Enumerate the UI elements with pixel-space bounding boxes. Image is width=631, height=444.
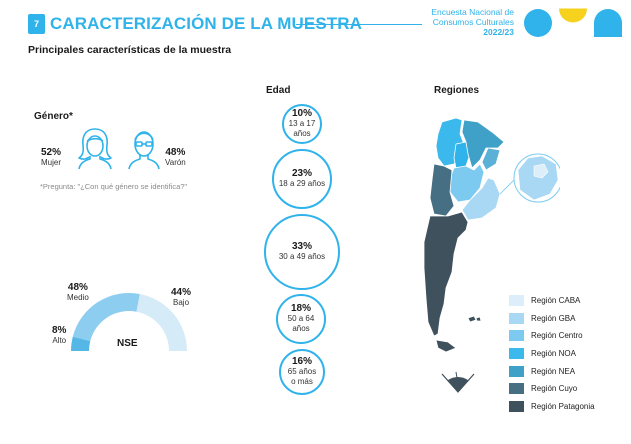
edad-pct: 18% <box>290 303 311 314</box>
genero-varon: 48% Varón <box>165 148 186 168</box>
map-region-cuyo <box>429 163 455 217</box>
legend-swatch <box>509 400 524 412</box>
edad-circle-30-49: 33% 30 a 49 años <box>264 214 340 290</box>
legend-label: Región Patagonia <box>531 401 595 411</box>
legend-label: Región Cuyo <box>531 384 578 394</box>
edad-pct: 23% <box>291 168 312 179</box>
edad-pct: 33% <box>291 241 312 252</box>
genero-label: Género* <box>34 111 73 122</box>
legend-item-patagonia: Región Patagonia <box>509 398 595 416</box>
edad-circle-13-17: 10% 13 a 17 años <box>282 104 322 144</box>
legend-label: Región GBA <box>531 313 576 323</box>
nse-arc-bajo <box>136 294 187 351</box>
nse-arc-medio <box>72 293 140 342</box>
page-title: CARACTERIZACIÓN DE LA MUESTRA <box>50 14 363 33</box>
legend-label: Región NEA <box>531 366 576 376</box>
genero-note: *Pregunta: "¿Con qué género se identific… <box>40 182 188 191</box>
nse-label: NSE <box>117 338 138 349</box>
map-region-nea <box>461 119 505 169</box>
edad-circle-18-29: 23% 18 a 29 años <box>272 149 332 209</box>
nse-alto-pct: 8% <box>52 325 67 336</box>
varon-pct: 48% <box>165 147 186 158</box>
edad-circle-50-64: 18% 50 a 64 años <box>276 294 326 344</box>
survey-name-line2: Consumos Culturales <box>432 17 514 27</box>
legend-swatch <box>509 383 524 395</box>
legend-item-caba: Región CABA <box>509 292 595 310</box>
edad-circle-65-plus: 16% 65 años o más <box>279 349 325 395</box>
map-zoom-caba <box>533 163 549 179</box>
nse-chart <box>71 293 187 351</box>
legend-item-cuyo: Región Cuyo <box>509 380 595 398</box>
nse-bajo: 44% Bajo <box>171 288 191 308</box>
legend-label: Región NOA <box>531 349 576 359</box>
edad-range-line2: o más <box>291 377 313 386</box>
edad-pct: 16% <box>291 356 312 367</box>
legend-label: Región CABA <box>531 296 581 306</box>
nse-alto: 8% Alto <box>52 326 66 346</box>
section-subtitle: Principales características de la muestr… <box>28 44 232 56</box>
nse-bajo-pct: 44% <box>171 287 192 298</box>
mujer-pct: 52% <box>41 147 62 158</box>
page-number: 7 <box>28 14 45 34</box>
map-zoom-gba <box>517 155 559 201</box>
legend-item-centro: Región Centro <box>509 327 595 345</box>
edad-range-line1: 65 años <box>287 367 317 376</box>
man-icon <box>128 131 160 170</box>
edad-range: 18 a 29 años <box>278 179 326 188</box>
legend-swatch <box>509 312 524 324</box>
nse-alto-label: Alto <box>52 336 67 345</box>
legend-item-gba: Región GBA <box>509 310 595 328</box>
map-region-patagonia <box>423 211 469 337</box>
edad-label: Edad <box>266 85 291 96</box>
survey-name-line1: Encuesta Nacional de <box>431 7 514 17</box>
title-divider <box>296 24 422 25</box>
map-region-tierra-del-fuego <box>435 339 457 353</box>
genero-mujer: 52% Mujer <box>41 148 61 168</box>
edad-pct: 10% <box>291 108 312 119</box>
legend-item-nea: Región NEA <box>509 362 595 380</box>
antarctica-inset <box>441 371 475 393</box>
legend-item-noa: Región NOA <box>509 345 595 363</box>
legend-swatch <box>509 295 524 307</box>
woman-icon <box>78 128 112 170</box>
logo-circle-blue <box>524 9 552 37</box>
map-region-gba <box>461 177 501 221</box>
logo-arch-blue <box>594 9 622 37</box>
edad-range: 30 a 49 años <box>278 252 326 261</box>
varon-label: Varón <box>165 158 186 167</box>
legend-label: Región Centro <box>531 331 583 341</box>
edad-range: 50 a 64 años <box>287 314 315 333</box>
nse-medio-pct: 48% <box>67 282 88 293</box>
nse-medio: 48% Medio <box>67 283 89 303</box>
regiones-legend: Región CABA Región GBA Región Centro Reg… <box>509 292 595 415</box>
survey-name: Encuesta Nacional de Consumos Culturales… <box>431 7 514 37</box>
argentina-map <box>423 117 560 393</box>
edad-range: 13 a 17 años <box>288 119 316 138</box>
survey-year: 2022/23 <box>483 27 514 37</box>
nse-arc-alto <box>71 336 91 351</box>
legend-swatch <box>509 330 524 342</box>
regiones-label: Regiones <box>434 85 480 96</box>
mujer-label: Mujer <box>41 158 62 167</box>
logo-half-yellow <box>559 8 587 23</box>
legend-swatch <box>509 365 524 377</box>
survey-logo <box>524 8 622 37</box>
legend-swatch <box>509 348 524 360</box>
nse-bajo-label: Bajo <box>173 298 190 307</box>
map-islands-malvinas <box>467 315 482 323</box>
nse-medio-label: Medio <box>67 293 89 302</box>
map-region-nea-b <box>481 147 501 171</box>
